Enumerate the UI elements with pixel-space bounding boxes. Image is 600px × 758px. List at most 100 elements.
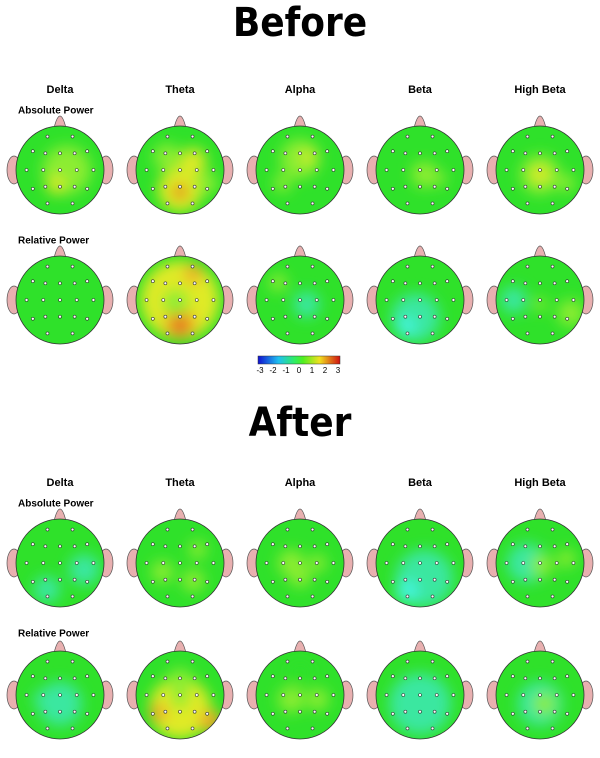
electrode: [418, 544, 422, 549]
electrode: [565, 317, 569, 321]
electrode: [151, 149, 155, 153]
electrode: [565, 712, 569, 716]
electrode: [525, 264, 530, 269]
blob: [173, 185, 187, 199]
electrode: [521, 561, 526, 565]
head-map: [126, 115, 234, 215]
electrode: [43, 544, 48, 549]
electrode: [523, 184, 528, 189]
electrode: [72, 314, 77, 319]
electrode: [405, 134, 410, 139]
electrode: [151, 712, 155, 716]
electrode: [511, 317, 515, 321]
blobs: [33, 681, 82, 726]
electrode: [310, 264, 315, 269]
electrode: [43, 577, 48, 582]
electrode: [211, 561, 216, 565]
head-map: [246, 640, 354, 740]
electrode: [192, 709, 197, 714]
electrode: [264, 168, 269, 172]
electrode: [523, 676, 528, 681]
electrode: [283, 314, 288, 319]
electrode: [523, 544, 528, 549]
electrode: [418, 281, 422, 286]
electrode: [163, 151, 168, 156]
electrode: [283, 676, 288, 681]
electrode: [45, 594, 50, 599]
blob: [389, 673, 451, 735]
electrode: [511, 279, 515, 283]
head-map: [6, 640, 114, 740]
electrode: [285, 594, 290, 599]
head-map: [246, 508, 354, 608]
electrode: [205, 149, 209, 153]
electrode: [70, 331, 75, 336]
electrode: [504, 693, 509, 697]
outline: [135, 255, 225, 345]
electrode: [391, 674, 395, 678]
electrode: [430, 331, 435, 336]
electrode: [391, 279, 395, 283]
electrode: [538, 676, 542, 681]
electrode: [43, 314, 48, 319]
electrode: [312, 151, 317, 156]
electrode: [283, 577, 288, 582]
electrode: [163, 577, 168, 582]
blob: [500, 286, 527, 314]
electrode: [538, 281, 542, 286]
blob: [433, 172, 447, 186]
electrode: [165, 331, 170, 336]
electrode: [405, 264, 410, 269]
electrode: [45, 134, 50, 139]
electrode: [281, 168, 286, 172]
outline: [15, 650, 105, 740]
colorbar: [257, 355, 341, 365]
blobs: [518, 681, 562, 726]
band-label: High Beta: [514, 477, 566, 489]
electrode: [418, 577, 422, 582]
electrode: [331, 561, 336, 565]
blob: [151, 560, 174, 583]
blobs: [507, 543, 576, 583]
electrode: [571, 693, 576, 697]
electrode: [178, 168, 182, 172]
electrode: [285, 201, 290, 206]
electrode: [418, 298, 422, 302]
electrode: [550, 264, 555, 269]
head-map: [6, 508, 114, 608]
electrode: [144, 298, 149, 302]
electrode: [70, 134, 75, 139]
electrode: [451, 168, 456, 172]
electrode: [298, 168, 302, 172]
electrode: [194, 168, 199, 172]
electrode: [538, 544, 542, 549]
outline: [135, 650, 225, 740]
electrode: [271, 580, 275, 584]
electrode: [298, 184, 302, 189]
outline: [135, 518, 225, 608]
electrode: [43, 151, 48, 156]
blobs: [149, 668, 222, 739]
electrode: [511, 580, 515, 584]
electrode: [85, 674, 89, 678]
band-label: Beta: [408, 477, 433, 489]
electrode: [391, 580, 395, 584]
electrode: [205, 674, 209, 678]
electrode: [161, 168, 166, 172]
blobs: [278, 662, 329, 713]
electrode: [445, 580, 449, 584]
colorbar-tick-label: 0: [297, 366, 302, 375]
electrode: [314, 561, 319, 565]
blob: [269, 273, 287, 292]
electrode: [271, 542, 275, 546]
electrode: [91, 168, 96, 172]
electrode: [298, 577, 302, 582]
head-map: [366, 508, 474, 608]
blob: [533, 297, 547, 311]
blob: [417, 679, 440, 702]
electrode: [525, 594, 530, 599]
electrode: [405, 594, 410, 599]
electrode: [434, 561, 439, 565]
electrode: [24, 561, 29, 565]
